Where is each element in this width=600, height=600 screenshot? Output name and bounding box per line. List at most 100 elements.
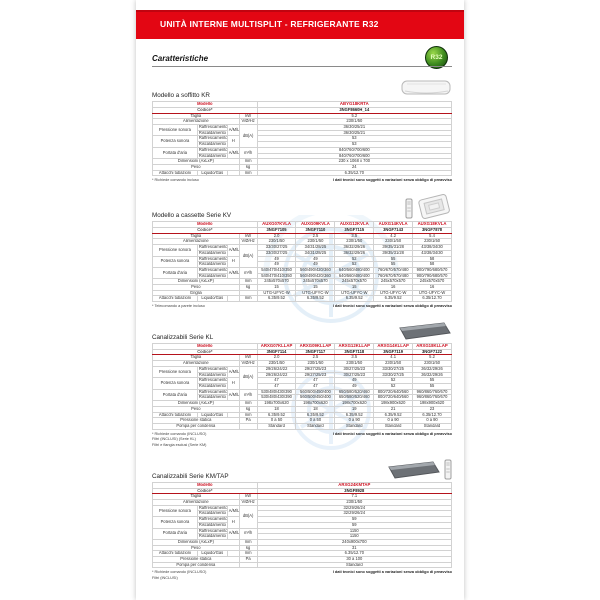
- spec-value: 530/480/430/390: [256, 394, 297, 402]
- spec-value: 540/470/410/350: [256, 272, 297, 280]
- spec-qualifier: A/M/L Q: [226, 388, 240, 402]
- spec-value: 560/490/420/360: [295, 272, 336, 280]
- model-name: ARXG07KLLAP: [256, 342, 297, 350]
- spec-section: Canalizzabili Serie KL Modello ARXG07KLLAP…: [152, 319, 452, 449]
- spec-sub-label-wide: Liquido/Gas: [196, 169, 228, 177]
- spec-unit: dB(A): [238, 244, 258, 268]
- spec-unit: kW: [238, 232, 258, 240]
- spec-value: 53: [256, 141, 453, 148]
- spec-row-label: Portata d'aria: [152, 388, 198, 402]
- spec-table: Modello ABYG18KRTA Codice* 3NGF8660H_14 Tagl…: [152, 101, 453, 177]
- spec-value: 800/720/640/560: [373, 388, 414, 396]
- model-name: AUXG07KVLA: [256, 221, 297, 228]
- spec-value: 36/30/25/21: [256, 124, 453, 131]
- spec-sub-label: Riscaldamento: [196, 510, 228, 518]
- section-title: Modello a soffitto KR: [152, 92, 210, 99]
- spec-qualifier: [226, 169, 240, 177]
- footnote-left: * Richiede comando (INCLUSO) Filtri (INCL…: [152, 432, 206, 449]
- footnote-line: Filtri (INCLUSI): [152, 576, 178, 581]
- spec-qualifier: A/M/L Q: [226, 244, 240, 257]
- spec-value: 24: [256, 163, 453, 171]
- spec-section: Modello a cassette Serie KV Modello AUXG07…: [152, 193, 452, 310]
- spec-sub-label: Riscaldamento: [196, 394, 228, 402]
- spec-sub-label: Raffrescamento: [196, 135, 228, 143]
- spec-value: 6.35/9.52: [256, 295, 297, 303]
- spec-row-label: Pompa per condensa: [152, 561, 240, 569]
- spec-value: 540/470/410/350: [256, 266, 297, 274]
- duct-unit-remote-image: [383, 458, 452, 480]
- spec-unit: m³/h: [238, 388, 258, 402]
- spec-value: Standard: [256, 422, 297, 430]
- spec-sub-label: Riscaldamento: [196, 371, 228, 379]
- spec-value: 900/790/680/570: [412, 266, 452, 274]
- footnote-left: * Richiede comando incluso: [152, 178, 199, 184]
- spec-unit: dB(A): [238, 504, 258, 529]
- footnote-disclaimer: I dati tecnici sono soggetti a variazion…: [332, 178, 452, 183]
- spec-unit: mm: [238, 295, 258, 303]
- spec-unit: [238, 422, 258, 430]
- spec-qualifier: A/M/L Q: [226, 266, 240, 280]
- model-name: ARXG18KLLAP: [412, 342, 452, 350]
- section-title: Canalizzabili Serie KL: [152, 333, 214, 341]
- spec-value: 840/760/700/600: [256, 152, 453, 160]
- banner-title: UNITÀ INTERNE MULTISPLIT - REFRIGERANTE …: [160, 19, 379, 29]
- cassette-unit-image: [405, 193, 452, 220]
- footnote-line: * Richiede comando (INCLUSO): [152, 431, 207, 436]
- section-title: Canalizzabili Serie KM/TAP: [152, 472, 229, 480]
- badge-label: R32: [430, 54, 443, 61]
- spec-value: 43/38/34/30: [412, 244, 452, 251]
- section-title: Modello a cassette Serie KV: [152, 212, 232, 220]
- section-head: Canalizzabili Serie KL: [152, 319, 452, 341]
- spec-value: 31: [256, 544, 453, 552]
- spec-value: 640/560/480/400: [334, 272, 375, 280]
- column-header-modello: Modello: [152, 221, 258, 228]
- spec-qualifier: H: [226, 516, 240, 529]
- spec-section: Modello a soffitto KR Modello ABYG18KRTA Co…: [152, 76, 453, 184]
- spec-value: 960/860/760/670: [412, 394, 452, 402]
- spec-sub-label: Raffrescamento: [196, 527, 228, 535]
- footnote-disclaimer: I dati tecnici sono soggetti a variazion…: [332, 570, 452, 575]
- spec-table: Modello AUXG07KVLA AUXG09KVLA AUXG12KVLA AUX…: [152, 221, 452, 303]
- section-head: Canalizzabili Serie KM/TAP: [152, 458, 452, 480]
- spec-value: 230/1/50: [412, 238, 452, 246]
- spec-value: 900/790/680/570: [412, 272, 452, 280]
- spec-unit: dB(A): [238, 365, 258, 390]
- spec-sub-label: Riscaldamento: [196, 152, 228, 160]
- spec-row-label: Attacchi tubazioni: [152, 295, 198, 303]
- spec-unit: m³/h: [238, 527, 258, 540]
- spec-sub-label: Riscaldamento: [196, 272, 228, 280]
- spec-value: 30 a 100: [256, 556, 453, 563]
- spec-value: 6.35/12.70: [412, 295, 452, 303]
- spec-qualifier: A/M/L Q: [226, 146, 240, 160]
- spec-row-label: Pressione sonora: [152, 124, 198, 137]
- spec-value: 6.35/9.52: [295, 295, 336, 303]
- spec-value: 36/30/25/21: [256, 129, 453, 137]
- spec-qualifier: H: [226, 255, 240, 268]
- model-name: AUXG12KVLA: [334, 221, 375, 228]
- spec-row-label: Pressione sonora: [152, 365, 198, 379]
- spec-sub-label: Riscaldamento: [196, 521, 228, 529]
- spec-sub-label: Riscaldamento: [196, 129, 228, 137]
- spec-value: 5.4: [412, 232, 452, 240]
- spec-value: 240x900x700: [256, 538, 453, 546]
- spec-row-label: Potenza sonora: [152, 255, 198, 268]
- section-head: Modello a cassette Serie KV: [152, 193, 452, 219]
- spec-sub-label-wide: Liquido/Gas: [196, 295, 228, 303]
- spec-sub-label: Riscaldamento: [196, 249, 228, 257]
- footnote-left: * Richiede comando (INCLUSO) Filtri (INCL…: [152, 570, 206, 581]
- document-page: UNITÀ INTERNE MULTISPLIT - REFRIGERANTE …: [136, 0, 464, 600]
- spec-unit: V/Ø/Hz: [238, 118, 258, 126]
- spec-sub-label: Raffrescamento: [196, 388, 228, 396]
- spec-row-label: Portata d'aria: [152, 146, 198, 160]
- spec-row-label: Attacchi tubazioni: [152, 169, 198, 177]
- spec-row-label: Pressione sonora: [152, 504, 198, 518]
- spec-sub-label: Raffrescamento: [196, 266, 228, 274]
- spec-sub-label: Riscaldamento: [196, 383, 228, 390]
- spec-value: 230 x 1068 x 700: [256, 158, 453, 165]
- spec-value: 1150: [256, 533, 453, 540]
- spec-sub-label: Raffrescamento: [196, 377, 228, 384]
- spec-sub-label: Riscaldamento: [196, 261, 228, 268]
- spec-value: 6.35/9.52: [334, 295, 375, 303]
- r32-refrigerant-badge-icon: R32: [425, 46, 448, 69]
